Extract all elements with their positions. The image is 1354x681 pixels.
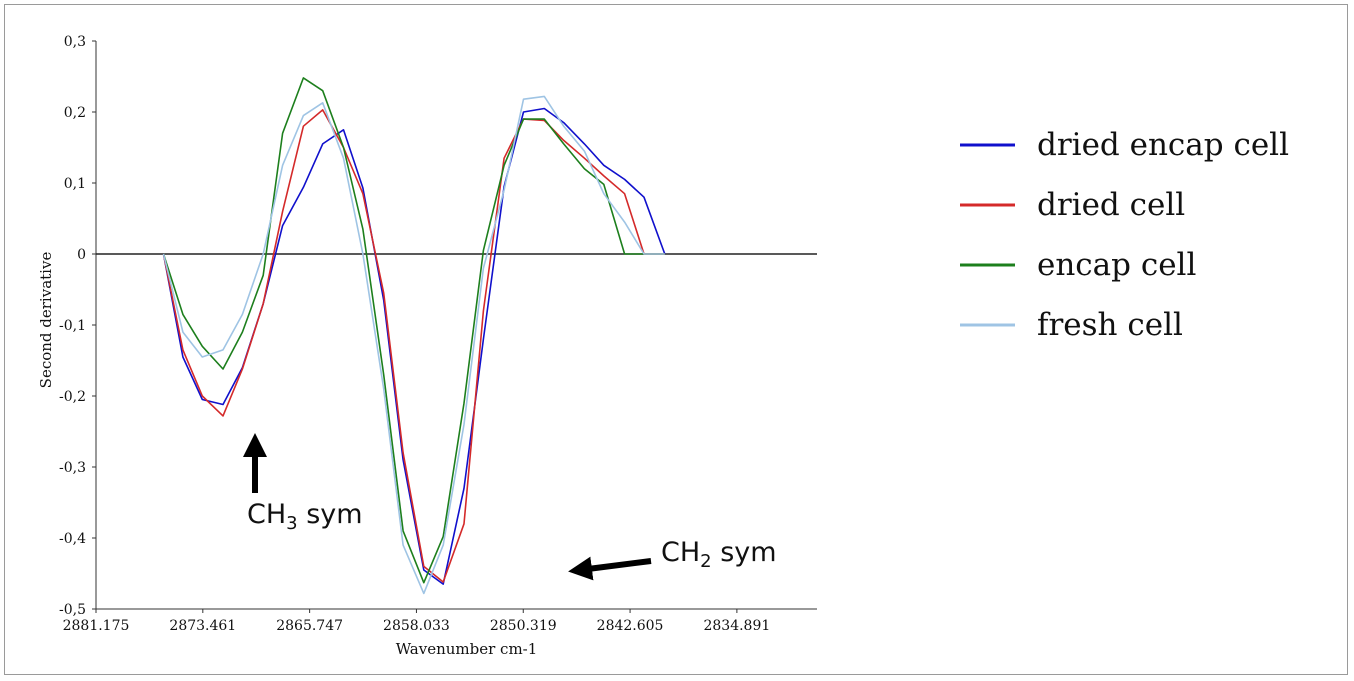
y-tick-label: -0,3 <box>59 460 86 476</box>
x-tick-label: 2850.319 <box>490 618 557 634</box>
ch3-sym-label: CH3 sym <box>247 499 363 534</box>
series-line-encap-cell <box>162 77 665 584</box>
ch2-sym-label: CH2 sym <box>661 537 777 572</box>
y-tick-label: 0,2 <box>64 105 86 121</box>
legend-label: fresh cell <box>1037 307 1183 343</box>
y-tick-label: -0,2 <box>59 389 86 405</box>
legend-label: dried cell <box>1037 187 1185 223</box>
series-line-fresh-cell <box>162 95 665 595</box>
y-tick-label: 0,1 <box>64 176 86 192</box>
x-axis-title: Wavenumber cm-1 <box>396 640 538 658</box>
figure-frame: 0,3 0,2 0,1 0 -0,1 -0,2 -0,3 -0,4 -0,5 2881.175 28… <box>4 4 1348 675</box>
x-tick-label: 2873.461 <box>169 618 236 634</box>
y-tick-label: 0,3 <box>64 34 86 50</box>
x-tick-label: 2881.175 <box>63 618 130 634</box>
ch2-arrow <box>568 556 652 581</box>
annotations: CH3 sym CH2 sym <box>243 433 777 581</box>
y-tick-label: -0,5 <box>59 602 86 618</box>
x-tick-label: 2842.605 <box>597 618 664 634</box>
legend: dried encap cell dried cell encap cell fres… <box>960 127 1289 343</box>
x-tick-label: 2858.033 <box>383 618 450 634</box>
legend-label: encap cell <box>1037 247 1196 283</box>
legend-label: dried encap cell <box>1037 127 1289 163</box>
series-lines <box>162 77 666 595</box>
y-axis-title: Second derivative <box>37 252 55 389</box>
y-tick-label: -0,1 <box>59 318 86 334</box>
y-tick-label: -0,4 <box>59 531 86 547</box>
x-tick-label: 2834.891 <box>703 618 770 634</box>
series-line-dried-cell <box>162 109 665 583</box>
x-tick-label: 2865.747 <box>276 618 343 634</box>
y-tick-label: 0 <box>77 247 86 263</box>
